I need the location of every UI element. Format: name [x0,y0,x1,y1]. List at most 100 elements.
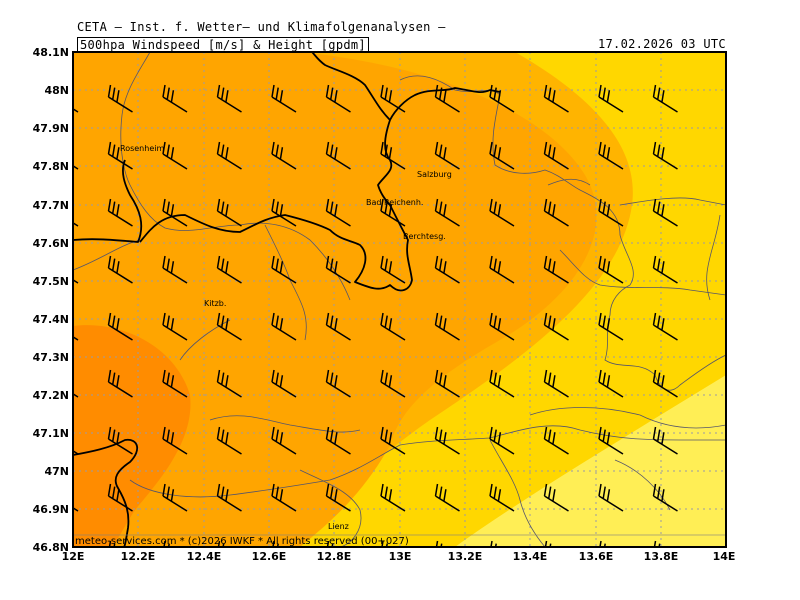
wind-barb [380,483,406,512]
wind-barb [107,483,133,512]
wind-barb [434,483,460,512]
wind-barb [162,198,188,227]
wind-barb [598,483,624,512]
header-parameter: 500hpa Windspeed [m/s] & Height [gpdm] [77,37,369,52]
wind-barb [216,369,242,398]
wind-barb [216,84,242,113]
wind-barb [162,483,188,512]
header-institution: CETA – Inst. f. Wetter– und Klimafolgena… [77,20,446,34]
map-area: Rosenheim Salzburg Bad Reichenh. Berchte… [73,52,726,547]
wind-barb [543,198,569,227]
band-dark-orange [73,325,191,547]
lat-label: 47.1N [33,427,69,440]
wind-barb [543,369,569,398]
wind-barb [380,369,406,398]
wind-barb [216,426,242,455]
wind-barb [162,426,188,455]
wind-barb [107,141,133,170]
wind-barb [489,141,515,170]
lon-label: 13.8E [644,550,679,563]
wind-barb [598,84,624,113]
city-labels: Rosenheim Salzburg Bad Reichenh. Berchte… [120,144,452,531]
wind-barbs [73,84,678,547]
wind-barb [107,426,133,455]
wind-barb [489,369,515,398]
wind-barb [325,369,351,398]
lat-label: 47.9N [33,122,69,135]
wind-barb [489,84,515,113]
wind-barb [325,198,351,227]
wind-barb [543,312,569,341]
wind-barb [107,84,133,113]
wind-barb [434,84,460,113]
wind-barb [598,255,624,284]
lat-label: 47.7N [33,199,69,212]
wind-barb [271,84,297,113]
wind-barb [107,198,133,227]
wind-barb [652,369,678,398]
lat-label: 48N [44,84,69,97]
lon-label: 13.2E [448,550,483,563]
wind-barb [434,141,460,170]
wind-barb [271,312,297,341]
city-kitzbuehel: Kitzb. [204,299,226,308]
lat-label: 47.2N [33,389,69,402]
wind-barb [598,369,624,398]
wind-barb [543,84,569,113]
city-berchtesgaden: Berchtesg. [403,232,446,241]
wind-barb [598,426,624,455]
wind-barb [271,255,297,284]
wind-barb [271,426,297,455]
wind-barb [489,312,515,341]
wind-barb [271,483,297,512]
wind-barb [107,369,133,398]
wind-barb [652,84,678,113]
wind-barb [162,255,188,284]
wind-barb [434,198,460,227]
wind-barb [489,255,515,284]
band-orange [73,52,597,547]
border-lines [73,52,501,547]
wind-barb [162,369,188,398]
lat-label: 47.3N [33,351,69,364]
wind-barb [162,141,188,170]
wind-barb [434,312,460,341]
lat-label: 47.4N [33,313,69,326]
lat-label: 47.8N [33,160,69,173]
wind-barb [325,255,351,284]
lat-label: 47.5N [33,275,69,288]
lat-label: 46.9N [33,503,69,516]
lon-label: 13.6E [579,550,614,563]
wind-barb [434,255,460,284]
lon-label: 14E [713,550,736,563]
wind-barb [489,198,515,227]
latitude-labels: 48.1N 48N 47.9N 47.8N 47.7N 47.6N 47.5N … [33,46,69,554]
wind-barb [271,198,297,227]
lon-label: 12.6E [252,550,287,563]
wind-barb [380,84,406,113]
header-datetime: 17.02.2026 03 UTC [598,37,726,51]
wind-barb [380,198,406,227]
lon-label: 12E [62,550,85,563]
wind-barb [325,84,351,113]
wind-barb [162,84,188,113]
wind-barb [489,483,515,512]
wind-barb [543,426,569,455]
lat-label: 47.6N [33,237,69,250]
wind-barb [652,426,678,455]
wind-barb [216,312,242,341]
band-yellow [455,375,726,547]
wind-barb [380,312,406,341]
longitude-labels: 12E 12.2E 12.4E 12.6E 12.8E 13E 13.2E 13… [62,550,736,563]
wind-barb [652,255,678,284]
lat-label: 47N [44,465,69,478]
wind-barb [543,141,569,170]
wind-barb [325,426,351,455]
wind-barb [216,198,242,227]
wind-barb [598,141,624,170]
city-lienz: Lienz [328,522,349,531]
wind-barb [652,141,678,170]
wind-barb [107,255,133,284]
map-frame [72,51,727,548]
